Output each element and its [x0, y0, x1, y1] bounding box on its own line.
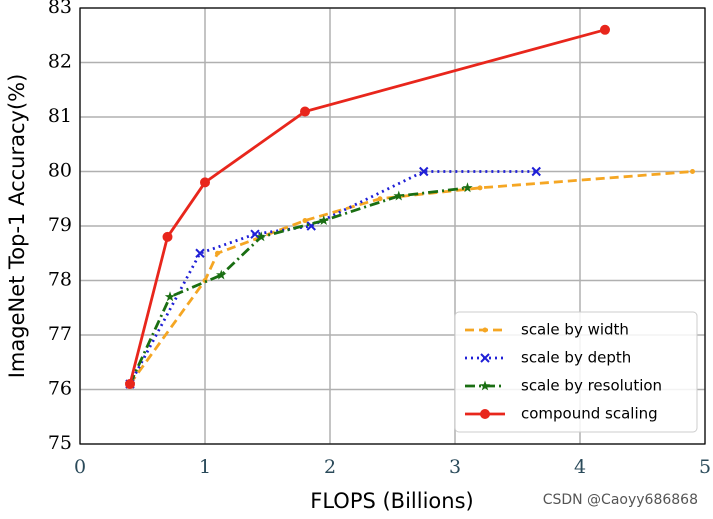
data-point — [216, 269, 227, 280]
y-tick-label: 83 — [48, 0, 72, 18]
watermark: CSDN @Caoyy686868 — [543, 492, 698, 508]
legend-label: scale by depth — [521, 349, 631, 367]
data-point — [250, 229, 260, 239]
data-point — [162, 231, 173, 242]
data-point — [462, 182, 473, 193]
legend-label: scale by width — [521, 321, 629, 339]
data-point — [419, 166, 429, 177]
data-point — [256, 231, 267, 242]
data-point — [164, 291, 176, 302]
data-point — [302, 218, 308, 224]
x-tick-label: 5 — [699, 456, 711, 478]
legend-marker — [479, 380, 491, 391]
legend-marker — [480, 353, 490, 363]
y-tick-label: 81 — [48, 105, 72, 127]
data-point — [215, 250, 220, 256]
y-tick-label: 76 — [48, 378, 72, 400]
x-tick-label: 0 — [74, 456, 86, 478]
plot-frame — [79, 7, 706, 445]
y-tick-label: 82 — [48, 51, 72, 73]
legend-marker — [482, 327, 488, 333]
y-tick-label: 75 — [48, 432, 72, 454]
data-point — [200, 177, 210, 188]
x-tick-label: 1 — [199, 456, 211, 478]
data-point — [377, 196, 383, 202]
x-tick-label: 4 — [574, 456, 586, 478]
y-tick-label: 77 — [48, 323, 72, 345]
y-tick-label: 80 — [48, 160, 72, 182]
x-axis-label: FLOPS (Billions) — [310, 489, 473, 513]
data-point — [531, 166, 541, 177]
data-point — [393, 190, 404, 201]
y-tick-label: 78 — [48, 269, 72, 291]
legend-box — [454, 311, 698, 433]
legend-label: scale by resolution — [521, 377, 662, 395]
data-point — [600, 24, 610, 35]
x-tick-label: 2 — [324, 456, 336, 478]
data-point — [300, 106, 310, 117]
data-point — [690, 169, 695, 174]
data-point — [125, 379, 135, 390]
data-point — [318, 215, 329, 225]
data-point — [477, 185, 483, 191]
y-tick-label: 79 — [48, 214, 72, 236]
legend-marker — [480, 409, 490, 419]
data-point — [195, 248, 205, 258]
x-tick-label: 3 — [449, 456, 461, 478]
legend-label: compound scaling — [521, 405, 658, 423]
y-axis-label: ImageNet Top-1 Accuracy(%) — [5, 74, 29, 379]
